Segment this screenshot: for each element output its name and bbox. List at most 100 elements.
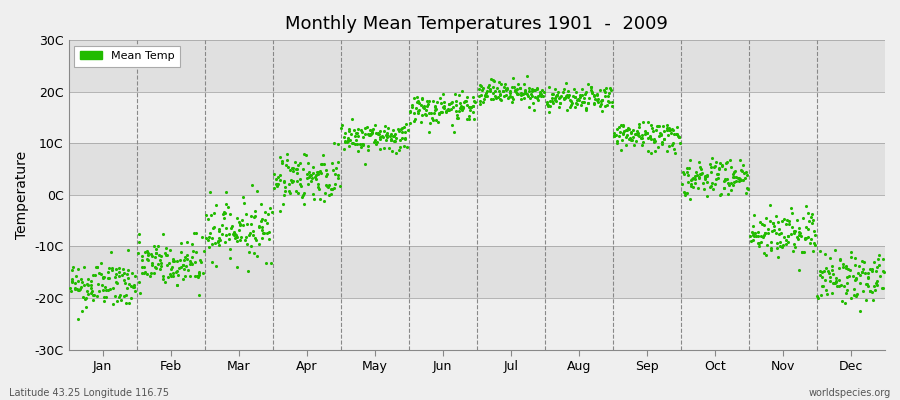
Point <box>671 134 686 140</box>
Point <box>166 255 180 262</box>
Point <box>499 92 513 98</box>
Point <box>311 186 326 193</box>
Point <box>746 236 760 243</box>
Point <box>758 230 772 236</box>
Point <box>204 212 219 218</box>
Point <box>350 130 365 136</box>
Point <box>572 92 587 99</box>
Point <box>314 160 328 167</box>
Point <box>523 95 537 101</box>
Point <box>140 271 154 278</box>
Point <box>543 98 557 104</box>
Point <box>634 142 649 148</box>
Point <box>221 204 236 210</box>
Point <box>357 161 372 167</box>
Point <box>363 127 377 133</box>
Point <box>300 171 314 177</box>
Point <box>556 88 571 95</box>
Point <box>397 143 411 149</box>
Point <box>639 130 653 137</box>
Point <box>597 87 611 93</box>
Point <box>383 137 398 144</box>
Point <box>326 167 340 174</box>
Point <box>511 81 526 88</box>
Point <box>337 146 351 152</box>
Point <box>839 265 853 271</box>
Point <box>314 170 328 177</box>
Point <box>499 87 513 94</box>
Point <box>303 178 318 185</box>
Point <box>371 130 385 136</box>
Point <box>319 182 333 188</box>
Point <box>163 271 177 278</box>
Point <box>261 210 275 217</box>
Point <box>467 97 482 104</box>
Point <box>779 221 794 227</box>
Point <box>72 287 86 294</box>
Point <box>176 262 190 268</box>
Point <box>630 128 644 135</box>
Point <box>126 284 140 290</box>
Point <box>580 88 594 95</box>
Point <box>456 98 471 105</box>
Point <box>754 221 769 228</box>
Point <box>803 240 817 246</box>
Point <box>462 104 476 111</box>
Point <box>740 172 754 178</box>
Point <box>128 272 142 279</box>
Point <box>166 270 180 276</box>
Point <box>795 248 809 255</box>
Point <box>713 192 727 198</box>
Point <box>302 168 316 175</box>
Point <box>801 210 815 216</box>
Point <box>478 92 492 98</box>
Point <box>223 225 238 231</box>
Point <box>579 106 593 112</box>
Point <box>870 282 885 288</box>
Point <box>73 286 87 292</box>
Point <box>207 210 221 216</box>
Point <box>791 232 806 238</box>
Point <box>504 84 518 90</box>
Point <box>403 120 418 126</box>
Point <box>876 268 890 274</box>
Point <box>567 86 581 92</box>
Point <box>725 171 740 177</box>
Point <box>394 135 409 142</box>
Point <box>752 219 767 226</box>
Point <box>65 278 79 285</box>
Point <box>649 126 663 133</box>
Point <box>423 120 437 126</box>
Point <box>384 137 399 143</box>
Point <box>737 175 751 181</box>
Point <box>785 224 799 230</box>
Point <box>192 292 206 298</box>
Point <box>479 93 493 100</box>
Point <box>395 129 410 135</box>
Point <box>722 182 736 188</box>
Point <box>838 300 852 306</box>
Point <box>195 234 210 240</box>
Point <box>410 98 424 105</box>
Point <box>212 242 226 248</box>
Point <box>422 128 436 135</box>
Point <box>821 268 835 274</box>
Point <box>624 128 638 135</box>
Point <box>718 177 733 183</box>
Point <box>745 232 760 238</box>
Point <box>823 255 837 262</box>
Point <box>257 230 272 236</box>
Point <box>835 264 850 270</box>
Point <box>152 252 166 258</box>
Point <box>94 271 109 277</box>
Point <box>823 278 837 285</box>
Point <box>777 216 791 222</box>
Point <box>661 131 675 138</box>
Point <box>68 280 82 286</box>
Point <box>867 283 881 289</box>
Point <box>865 289 879 295</box>
Point <box>429 99 444 105</box>
Point <box>174 249 188 255</box>
Point <box>792 267 806 273</box>
Point <box>177 257 192 263</box>
